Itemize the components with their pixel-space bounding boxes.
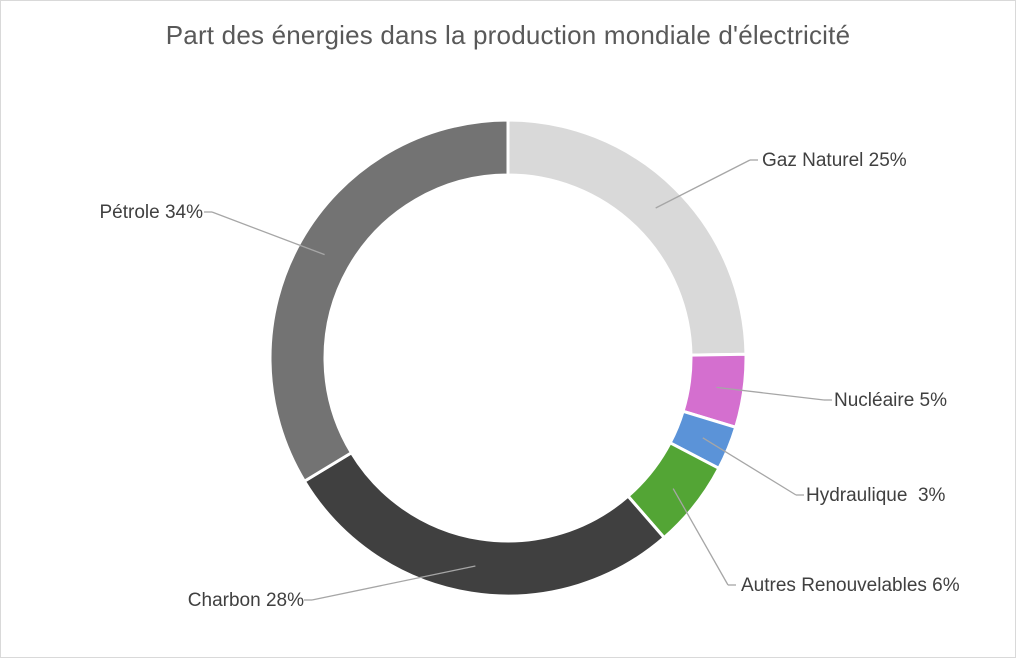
data-label-autres-renouvelables: Autres Renouvelables 6%: [741, 575, 960, 596]
data-label-nucleaire: Nucléaire 5%: [834, 390, 947, 411]
leader-line-gaz-naturel: [655, 159, 751, 209]
leader-line-charbon: [311, 565, 476, 601]
leader-line-petrole: [211, 211, 325, 256]
leader-line-nucleaire: [716, 386, 825, 401]
slice-charbon: [302, 450, 667, 598]
leader-line-autres-renouvelables: [672, 488, 729, 586]
slice-petrole: [268, 118, 510, 484]
data-label-petrole: Pétrole 34%: [99, 202, 203, 223]
slice-gaz-naturel: [506, 118, 748, 357]
leader-line-hydraulique: [702, 437, 797, 496]
data-label-hydraulique: Hydraulique 3%: [806, 485, 946, 506]
data-label-charbon: Charbon 28%: [188, 590, 304, 611]
data-label-gaz-naturel: Gaz Naturel 25%: [762, 150, 907, 171]
chart-title: Part des énergies dans la production mon…: [165, 20, 851, 50]
